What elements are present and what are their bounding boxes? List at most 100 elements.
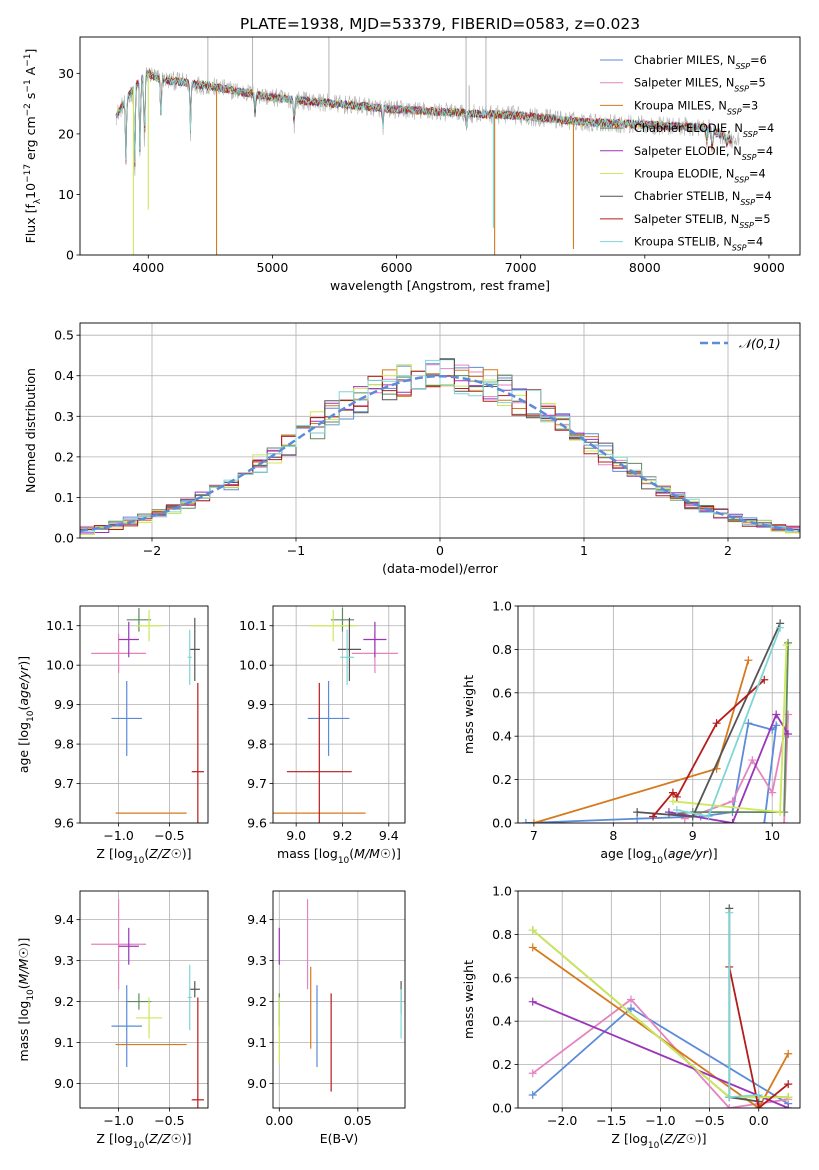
series-line-chabrier-stelib xyxy=(728,908,759,1103)
marker-salpeter-miles xyxy=(725,1104,734,1108)
mass-age-panel: 9.0 9.2 9.4 9.6 9.7 9.8 9.9 10.0 10.1 mass [log10… xyxy=(239,605,406,866)
y-tick-label: 1.0 xyxy=(492,884,512,899)
x-axis-label: Z [log10(Z/Z☉)] xyxy=(96,1131,191,1151)
x-tick-label: −0.5 xyxy=(154,828,184,843)
grid xyxy=(273,891,405,1108)
series-salpeter-elodie xyxy=(528,997,793,1108)
errorbar-kroupa-stelib xyxy=(187,629,192,685)
axes-frame xyxy=(79,322,801,539)
x-axis-label: Z [log10(Z/Z☉)] xyxy=(96,846,191,866)
legend-label-kroupa-stelib: Kroupa STELIB, NSSP=4 xyxy=(634,236,763,253)
errorbar-kroupa-stelib xyxy=(340,629,355,685)
figure-title: PLATE=1938, MJD=53379, FIBERID=0583, z=0… xyxy=(240,15,640,33)
legend-label-salpeter-miles: Salpeter MILES, NSSP=5 xyxy=(634,77,766,94)
grid xyxy=(273,606,405,824)
y-tick-label: 10.1 xyxy=(46,618,74,633)
marker-kroupa-elodie xyxy=(782,641,791,650)
marker-salpeter-stelib xyxy=(649,812,658,821)
y-tick-label: 0.0 xyxy=(54,531,74,546)
series-kroupa-stelib xyxy=(725,908,763,1102)
marker-salpeter-elodie xyxy=(728,819,737,823)
y-tick-label: 9.0 xyxy=(247,1076,267,1091)
x-axis-label: mass [log10(M/M☉)] xyxy=(277,846,401,866)
plot-area xyxy=(80,358,800,535)
x-tick-label: 9.2 xyxy=(333,828,353,843)
y-tick-label: 10.0 xyxy=(46,658,74,673)
marker-kroupa-elodie xyxy=(668,797,677,806)
grid xyxy=(80,606,208,824)
marker-kroupa-elodie xyxy=(528,926,537,935)
marker-chabrier-miles xyxy=(528,1090,537,1099)
errorbar-chabrier-stelib xyxy=(337,617,361,681)
x-tick-label: −1.0 xyxy=(103,1113,133,1128)
marker-kroupa-stelib xyxy=(672,805,681,814)
legend-label-salpeter-stelib: Salpeter STELIB, NSSP=5 xyxy=(634,213,771,230)
extinction-mass-panel: 0.00 0.05 9.0 9.1 9.2 9.3 9.4 E(B-V) xyxy=(247,890,406,1146)
marker-kroupa-miles xyxy=(528,943,537,952)
x-tick-label: −2 xyxy=(143,543,161,558)
marker-salpeter-elodie xyxy=(772,710,781,719)
marker-salpeter-elodie xyxy=(784,730,793,739)
series-line-salpeter-stelib xyxy=(652,679,765,818)
plot-area xyxy=(273,607,399,823)
series-line-chabrier-elodie xyxy=(668,642,789,816)
marker-salpeter-stelib xyxy=(784,1080,793,1089)
x-axis-label: (data-model)/error xyxy=(382,561,499,576)
x-tick-label: 9000 xyxy=(753,260,785,275)
x-tick-label: 9.0 xyxy=(286,828,306,843)
y-tick-label: 9.2 xyxy=(247,994,267,1009)
y-tick-label: 9.9 xyxy=(54,697,74,712)
errorbar-chabrier-elodie xyxy=(126,993,152,1010)
axes-frame xyxy=(272,890,406,1109)
marker-kroupa-stelib xyxy=(754,1090,763,1099)
marker-salpeter-elodie xyxy=(528,997,537,1006)
marker-salpeter-stelib xyxy=(760,675,769,684)
errorbar-chabrier-stelib xyxy=(189,981,200,998)
marker-chabrier-miles xyxy=(772,721,781,730)
marker-salpeter-stelib xyxy=(672,792,681,801)
legend-label-kroupa-miles: Kroupa MILES, NSSP=3 xyxy=(634,99,758,116)
errorbar-kroupa-elodie xyxy=(310,609,357,642)
y-tick-label: 9.6 xyxy=(54,816,74,831)
x-tick-label: 8000 xyxy=(629,260,661,275)
errorbar-salpeter-elodie xyxy=(118,927,139,965)
y-tick-label: 1.0 xyxy=(492,599,512,614)
y-tick-label: 9.2 xyxy=(54,994,74,1009)
x-tick-label: 7 xyxy=(530,828,538,843)
y-tick-label: 9.9 xyxy=(247,697,267,712)
x-tick-label: −1.5 xyxy=(596,1113,626,1128)
y-tick-label: 0.3 xyxy=(54,409,74,424)
y-axis-label: Normed distribution xyxy=(23,368,38,493)
x-tick-label: −1 xyxy=(287,543,305,558)
marker-chabrier-elodie xyxy=(784,638,793,647)
marker-kroupa-stelib xyxy=(776,623,785,632)
metallicity-age-panel: −1.0 −0.5 9.6 9.7 9.8 9.9 10.0 10.1 Z [log10(Z/Z… xyxy=(16,605,209,866)
x-tick-label: 10 xyxy=(764,828,780,843)
x-tick-label: 0.05 xyxy=(344,1113,372,1128)
y-axis-label: mass [log10(M/M☉)] xyxy=(16,938,36,1062)
y-tick-label: 9.3 xyxy=(247,953,267,968)
y-tick-label: 0.4 xyxy=(492,1014,512,1029)
grid xyxy=(80,891,208,1108)
errorbar-chabrier-stelib xyxy=(189,617,200,681)
metallicity-massweight-panel: −2.0 −1.5 −1.0 −0.5 0.0 0.0 0.2 0.4 0.6 0.8 1.0 Z [… xyxy=(461,884,801,1151)
legend-label-salpeter-elodie: Salpeter ELODIE, NSSP=4 xyxy=(634,145,773,162)
y-axis-label: mass weight xyxy=(461,675,476,754)
marker-chabrier-miles xyxy=(521,819,530,823)
series-line-kroupa-miles xyxy=(532,946,789,1108)
errorbar-salpeter-miles xyxy=(91,633,147,674)
y-tick-label: 0.2 xyxy=(54,449,74,464)
spectrum-panel: 4000 5000 6000 7000 8000 9000 0 10 20 30 wavelengt… xyxy=(23,36,801,293)
marker-salpeter-elodie xyxy=(784,1104,793,1108)
axes-frame xyxy=(517,890,801,1109)
marker-kroupa-miles xyxy=(744,656,753,665)
y-tick-label: 0.4 xyxy=(492,729,512,744)
plot-area xyxy=(278,899,402,1092)
plot-area xyxy=(521,619,793,823)
y-tick-label: 9.4 xyxy=(247,912,267,927)
x-tick-label: 6000 xyxy=(381,260,413,275)
metallicity-mass-panel: −1.0 −0.5 9.0 9.1 9.2 9.3 9.4 Z [log10(Z/Z☉)] ma… xyxy=(16,890,209,1151)
axes-frame xyxy=(79,605,209,824)
marker-salpeter-miles xyxy=(768,788,777,797)
x-tick-label: 7000 xyxy=(505,260,537,275)
